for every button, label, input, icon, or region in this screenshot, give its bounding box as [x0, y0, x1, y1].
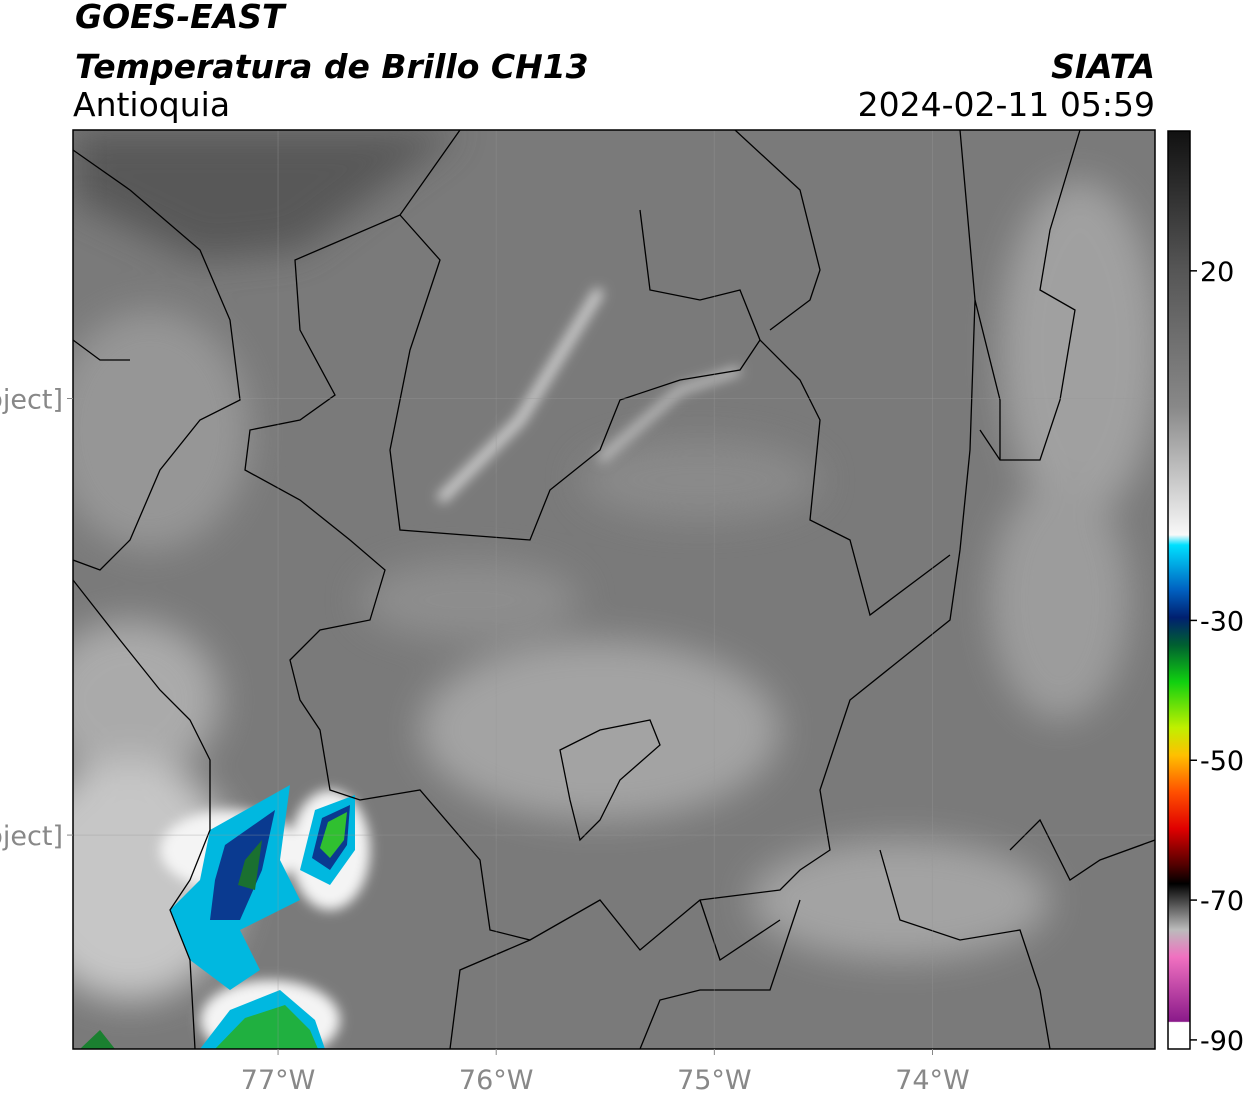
y-tick-label: [object Object] [0, 821, 63, 852]
x-tick-label: 77°W [241, 1065, 316, 1096]
colorbar-tick-label: -30 [1200, 606, 1244, 637]
map-frame [72, 129, 1156, 1050]
colorbar-tick-label: -70 [1200, 886, 1244, 917]
x-tick-label: 76°W [459, 1065, 534, 1096]
colorbar [1167, 130, 1191, 1050]
colorbar-tick-label: 20 [1200, 257, 1234, 288]
region: Antioquia [73, 85, 230, 124]
colorbar-tick-label: -90 [1200, 1026, 1244, 1057]
subtitle: Temperatura de Brillo CH13 [75, 47, 589, 86]
colorbar-tick-label: -50 [1200, 746, 1244, 777]
map-image [73, 130, 1155, 1049]
x-tick-label: 74°W [895, 1065, 970, 1096]
title: GOES-EAST [75, 0, 287, 36]
source: SIATA [1051, 47, 1155, 86]
x-tick-label: 75°W [677, 1065, 752, 1096]
datetime: 2024-02-11 05:59 [858, 85, 1155, 124]
grid-layer [73, 130, 1155, 1049]
y-tick-label: [object Object] [0, 384, 63, 415]
